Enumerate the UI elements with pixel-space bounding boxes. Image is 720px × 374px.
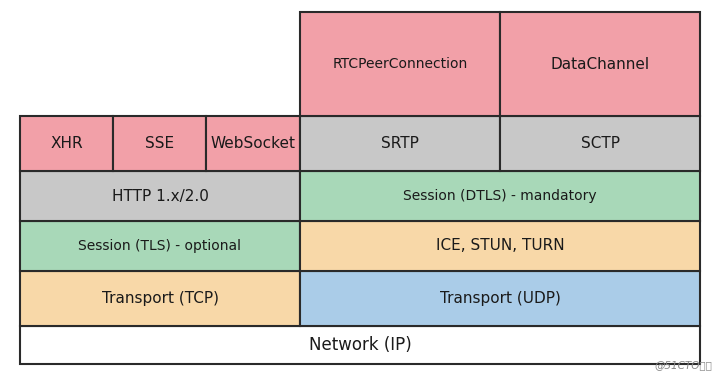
Text: Session (TLS) - optional: Session (TLS) - optional (78, 239, 241, 253)
FancyBboxPatch shape (300, 171, 700, 221)
Text: XHR: XHR (50, 136, 83, 151)
Text: Network (IP): Network (IP) (309, 336, 411, 354)
Text: @51CTO博客: @51CTO博客 (654, 360, 712, 370)
FancyBboxPatch shape (113, 116, 206, 171)
Text: SRTP: SRTP (381, 136, 419, 151)
FancyBboxPatch shape (20, 326, 700, 364)
FancyBboxPatch shape (500, 12, 700, 116)
FancyBboxPatch shape (20, 221, 300, 271)
FancyBboxPatch shape (500, 116, 700, 171)
Text: Session (DTLS) - mandatory: Session (DTLS) - mandatory (403, 189, 597, 203)
Text: DataChannel: DataChannel (550, 56, 649, 71)
Text: WebSocket: WebSocket (210, 136, 295, 151)
Text: Transport (TCP): Transport (TCP) (102, 291, 218, 306)
Text: SCTP: SCTP (580, 136, 619, 151)
FancyBboxPatch shape (206, 116, 300, 171)
FancyBboxPatch shape (300, 271, 700, 326)
Text: SSE: SSE (145, 136, 174, 151)
Text: RTCPeerConnection: RTCPeerConnection (333, 57, 467, 71)
Text: Transport (UDP): Transport (UDP) (440, 291, 560, 306)
FancyBboxPatch shape (300, 221, 700, 271)
FancyBboxPatch shape (20, 116, 113, 171)
FancyBboxPatch shape (300, 116, 500, 171)
FancyBboxPatch shape (20, 271, 300, 326)
Text: ICE, STUN, TURN: ICE, STUN, TURN (436, 239, 564, 254)
FancyBboxPatch shape (20, 171, 300, 221)
Text: HTTP 1.x/2.0: HTTP 1.x/2.0 (112, 188, 208, 203)
FancyBboxPatch shape (300, 12, 500, 116)
